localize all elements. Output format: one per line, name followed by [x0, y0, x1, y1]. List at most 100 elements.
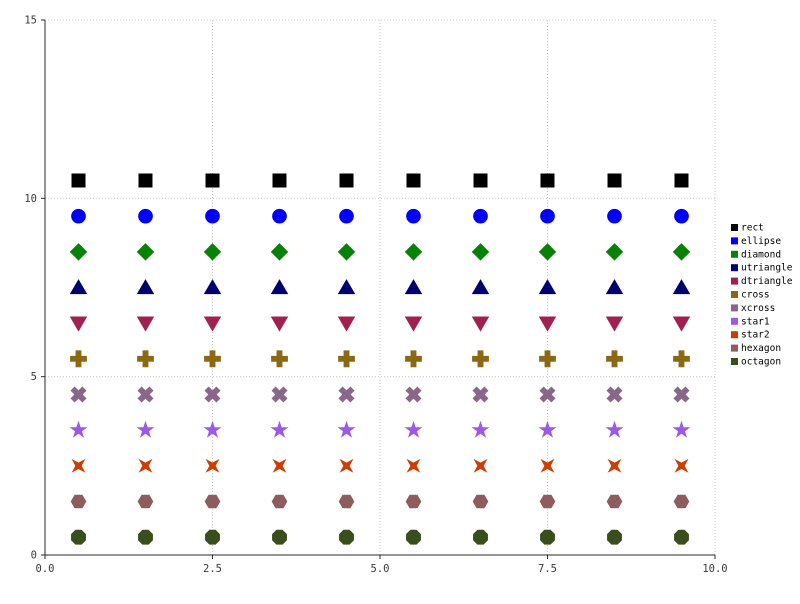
legend-label-octagon: octagon [741, 357, 781, 368]
marker-star2 [205, 458, 220, 473]
marker-utriangle [471, 279, 490, 295]
marker-xcross [137, 386, 154, 403]
marker-star1 [605, 420, 624, 438]
legend-item-cross: cross [731, 290, 770, 301]
legend-item-dtriangle: dtriangle [731, 276, 793, 287]
legend-item-octagon: octagon [731, 357, 781, 368]
marker-rect [406, 173, 421, 188]
legend-item-utriangle: utriangle [731, 263, 793, 274]
series-xcross [70, 386, 690, 403]
marker-star2 [339, 458, 354, 473]
marker-star2 [607, 458, 622, 473]
y-tick-label: 10 [24, 193, 37, 205]
legend-item-hexagon: hexagon [731, 343, 781, 354]
marker-ellipse [540, 208, 555, 224]
marker-utriangle [270, 279, 289, 295]
marker-star1 [136, 420, 155, 438]
marker-rect [607, 173, 622, 188]
legend-swatch-octagon [731, 358, 738, 365]
marker-octagon [406, 529, 421, 545]
marker-dtriangle [203, 316, 222, 332]
marker-rect [205, 173, 220, 188]
marker-star2 [272, 458, 287, 473]
legend-swatch-xcross [731, 304, 738, 312]
legend-item-star2: star2 [731, 330, 770, 341]
marker-xcross [204, 386, 221, 403]
legend-item-xcross: xcross [731, 303, 775, 314]
marker-hexagon [472, 494, 489, 509]
marker-cross [70, 350, 87, 368]
marker-star1 [270, 420, 289, 438]
x-tick-label: 5.0 [371, 563, 390, 575]
series-hexagon [70, 494, 690, 509]
marker-utriangle [203, 279, 222, 295]
marker-cross [472, 350, 489, 368]
x-tick-label: 10.0 [702, 563, 727, 575]
legend-label-xcross: xcross [741, 303, 775, 314]
marker-utriangle [404, 279, 423, 295]
legend-item-star1: star1 [731, 316, 770, 327]
marker-star1 [538, 420, 557, 438]
marker-xcross [673, 386, 690, 403]
legend-item-ellipse: ellipse [731, 236, 781, 247]
series-rect [71, 173, 689, 188]
legend-swatch-ellipse [731, 237, 738, 245]
legend-swatch-utriangle [731, 264, 738, 272]
marker-hexagon [70, 494, 87, 509]
marker-octagon [674, 529, 689, 545]
y-tick-label: 0 [31, 550, 37, 562]
marker-xcross [405, 386, 422, 403]
legend-label-hexagon: hexagon [741, 343, 781, 354]
marker-rect [339, 173, 354, 188]
marker-xcross [70, 386, 87, 403]
series-dtriangle [69, 316, 691, 332]
legend-label-dtriangle: dtriangle [741, 276, 793, 287]
marker-ellipse [473, 208, 488, 224]
legend-label-ellipse: ellipse [741, 236, 781, 247]
marker-dtriangle [69, 316, 88, 332]
marker-star1 [337, 420, 356, 438]
marker-diamond [538, 243, 557, 261]
marker-utriangle [136, 279, 155, 295]
marker-dtriangle [538, 316, 557, 332]
marker-dtriangle [270, 316, 289, 332]
marker-diamond [471, 243, 490, 261]
legend-label-diamond: diamond [741, 249, 781, 260]
marker-cross [673, 350, 690, 368]
marker-xcross [271, 386, 288, 403]
legend-swatch-rect [731, 224, 738, 231]
marker-ellipse [272, 208, 287, 224]
legend-label-utriangle: utriangle [741, 263, 793, 274]
marker-octagon [339, 529, 354, 545]
marker-star2 [473, 458, 488, 473]
marker-dtriangle [337, 316, 356, 332]
marker-octagon [540, 529, 555, 545]
x-tick-label: 2.5 [203, 563, 222, 575]
series-utriangle [69, 279, 691, 295]
series-octagon [71, 529, 689, 545]
marker-utriangle [69, 279, 88, 295]
marker-star1 [471, 420, 490, 438]
marker-diamond [203, 243, 222, 261]
marker-octagon [607, 529, 622, 545]
marker-star2 [138, 458, 153, 473]
marker-rect [674, 173, 689, 188]
y-tick-label: 15 [24, 15, 37, 27]
marker-ellipse [674, 208, 689, 224]
legend-label-star2: star2 [741, 330, 770, 341]
legend-swatch-dtriangle [731, 277, 738, 285]
marker-xcross [539, 386, 556, 403]
marker-xcross [606, 386, 623, 403]
marker-utriangle [605, 279, 624, 295]
marker-cross [204, 350, 221, 368]
marker-hexagon [204, 494, 221, 509]
marker-star2 [540, 458, 555, 473]
marker-dtriangle [136, 316, 155, 332]
marker-ellipse [205, 208, 220, 224]
marker-star1 [203, 420, 222, 438]
marker-octagon [473, 529, 488, 545]
marker-cross [338, 350, 355, 368]
marker-star2 [406, 458, 421, 473]
